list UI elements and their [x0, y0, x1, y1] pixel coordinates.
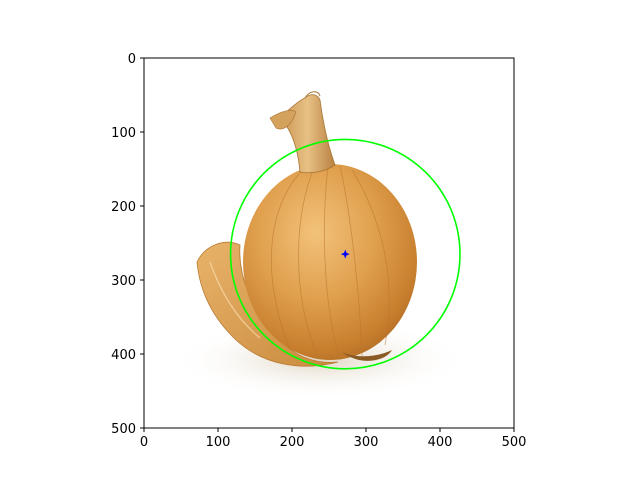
axes-frame: [143, 57, 515, 429]
x-axis: 0 100 200 300 400 500: [140, 428, 527, 450]
x-tick-label: 100: [206, 435, 231, 450]
center-point: [340, 249, 350, 259]
y-tick-label: 100: [111, 126, 136, 141]
y-tick-label: 200: [111, 200, 136, 215]
center-marker: [340, 249, 350, 259]
x-tick-label: 500: [502, 435, 527, 450]
onion-image: [170, 91, 470, 400]
fitted-circle: [229, 138, 461, 370]
x-tick-label: 400: [428, 435, 453, 450]
annotation-layer: [229, 138, 461, 370]
x-tick-label: 300: [354, 435, 379, 450]
onion-bulb: [243, 164, 417, 360]
y-tick-label: 500: [111, 422, 136, 437]
y-tick-label: 400: [111, 348, 136, 363]
onion-root: [342, 350, 392, 361]
onion-veins: [270, 164, 390, 361]
y-axis: 0 100 200 300 400 500: [111, 52, 144, 437]
x-tick-label: 200: [280, 435, 305, 450]
y-tick-label: 0: [128, 52, 136, 67]
y-tick-label: 300: [111, 274, 136, 289]
x-tick-label: 0: [140, 435, 148, 450]
